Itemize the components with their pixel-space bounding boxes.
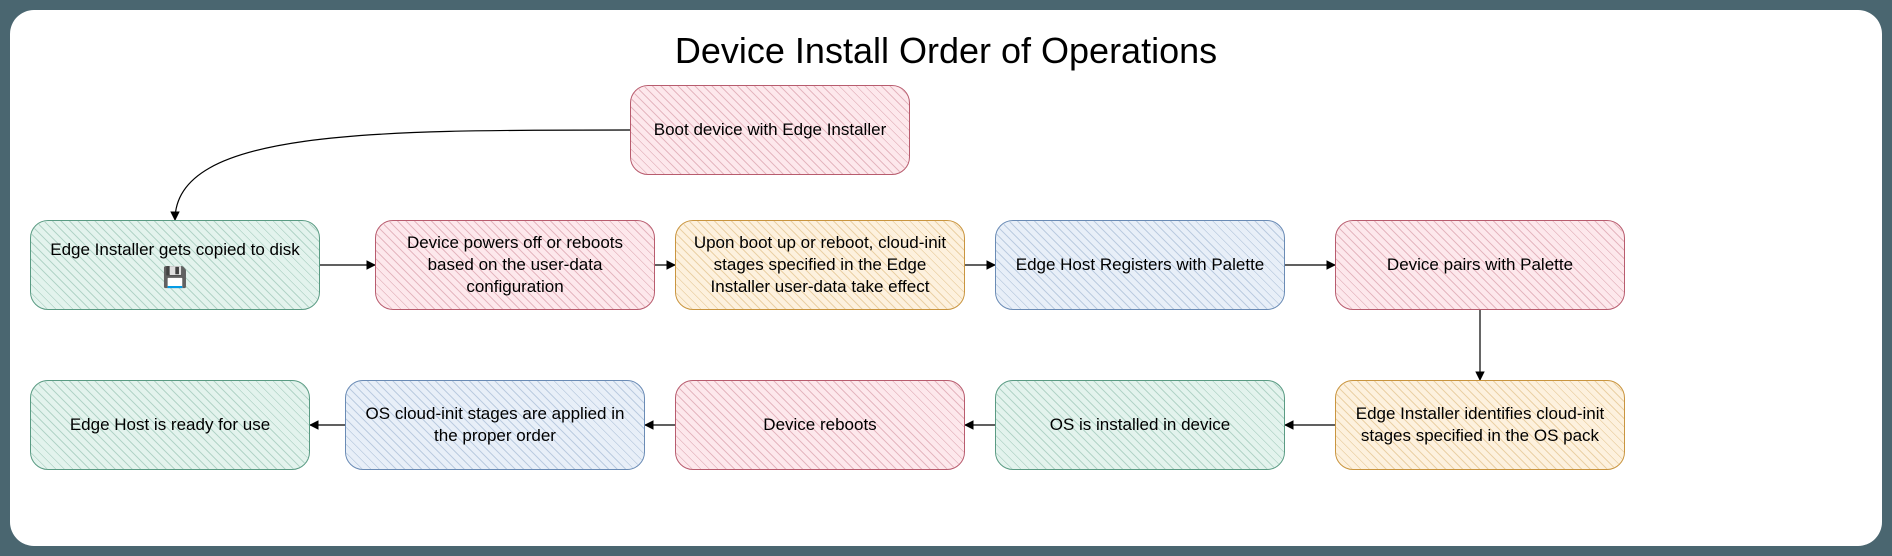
flow-node-n2: Edge Installer gets copied to disk 💾 [30, 220, 320, 310]
flow-node-n11: Edge Host is ready for use [30, 380, 310, 470]
node-label: OS cloud-init stages are applied in the … [356, 403, 634, 447]
node-label: Device reboots [763, 414, 876, 436]
node-label: Edge Installer gets copied to disk [50, 239, 299, 261]
flow-node-n4: Upon boot up or reboot, cloud-init stage… [675, 220, 965, 310]
flow-node-n3: Device powers off or reboots based on th… [375, 220, 655, 310]
node-label: Device pairs with Palette [1387, 254, 1573, 276]
floppy-disk-icon: 💾 [163, 265, 188, 291]
flow-node-n10: OS cloud-init stages are applied in the … [345, 380, 645, 470]
node-label: Boot device with Edge Installer [654, 119, 886, 141]
node-label: Edge Host Registers with Palette [1016, 254, 1265, 276]
diagram-title: Device Install Order of Operations [675, 30, 1217, 72]
flow-node-n9: Device reboots [675, 380, 965, 470]
node-label: Edge Host is ready for use [70, 414, 270, 436]
flow-node-n5: Edge Host Registers with Palette [995, 220, 1285, 310]
node-label: Edge Installer identifies cloud-init sta… [1346, 403, 1614, 447]
flow-node-n8: OS is installed in device [995, 380, 1285, 470]
node-label: OS is installed in device [1050, 414, 1230, 436]
flow-node-n1: Boot device with Edge Installer [630, 85, 910, 175]
node-label: Device powers off or reboots based on th… [386, 232, 644, 298]
edge [175, 130, 630, 220]
flow-node-n7: Edge Installer identifies cloud-init sta… [1335, 380, 1625, 470]
diagram-panel: Device Install Order of Operations Boot … [10, 10, 1882, 546]
node-label: Upon boot up or reboot, cloud-init stage… [686, 232, 954, 298]
flow-node-n6: Device pairs with Palette [1335, 220, 1625, 310]
